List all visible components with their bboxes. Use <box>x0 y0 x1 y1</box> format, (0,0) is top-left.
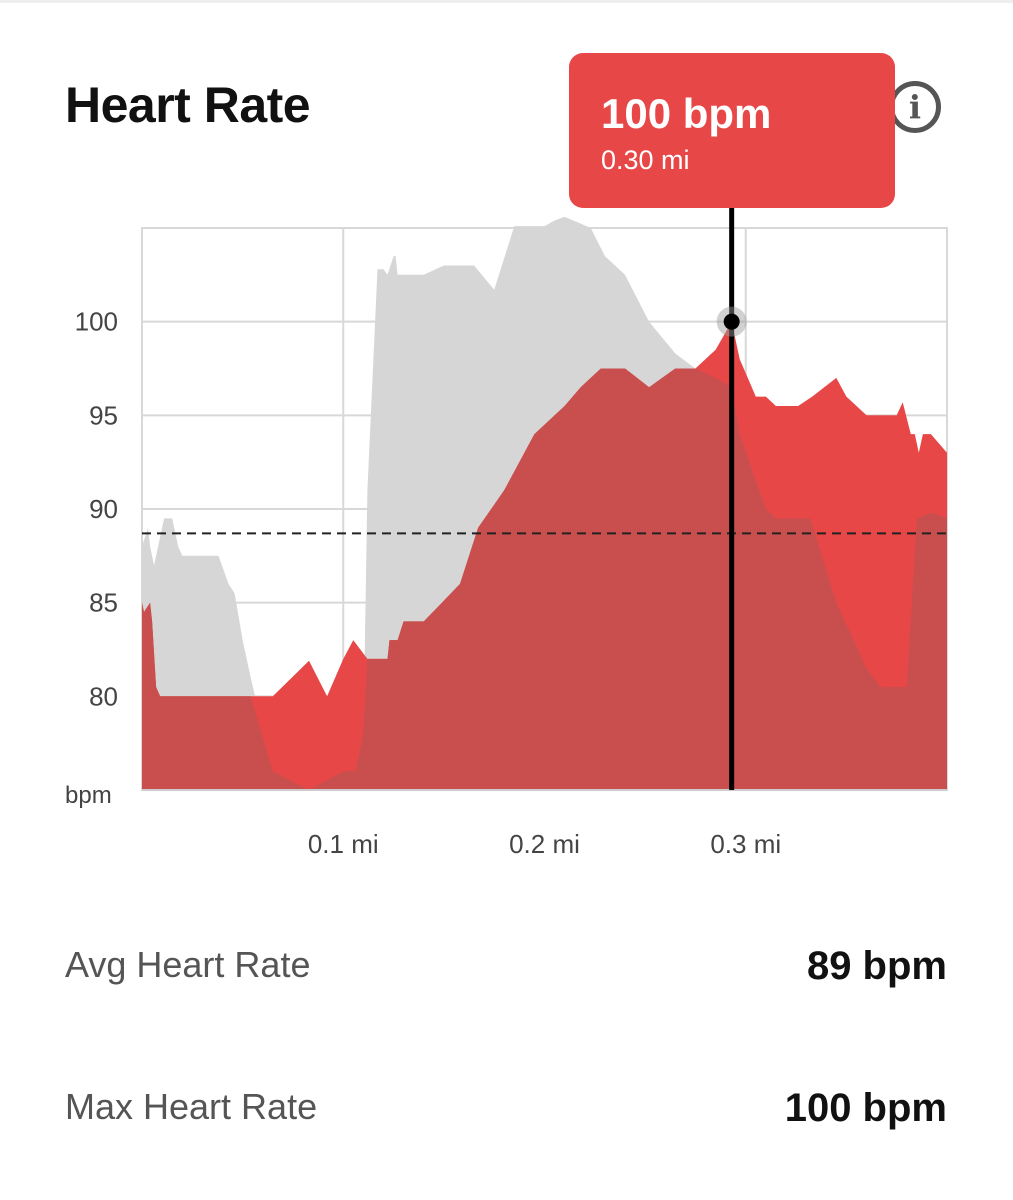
x-tick-label: 0.3 mi <box>710 829 781 859</box>
tooltip-distance: 0.30 mi <box>601 145 690 175</box>
avg-heart-rate-label: Avg Heart Rate <box>65 944 311 985</box>
x-tick-label: 0.2 mi <box>509 829 580 859</box>
selection-point[interactable] <box>723 313 740 330</box>
page-title: Heart Rate <box>65 77 311 133</box>
tooltip-value: 100 bpm <box>601 90 772 137</box>
avg-heart-rate-row: Avg Heart Rate 89 bpm <box>65 944 947 1004</box>
y-tick-label: 85 <box>89 588 118 618</box>
avg-heart-rate-value: 89 bpm <box>806 944 947 988</box>
y-tick-label: 95 <box>89 400 118 430</box>
heart-rate-chart[interactable]: 100 95 90 85 80 bpm 0.1 mi 0.2 mi 0.3 mi <box>0 0 1013 900</box>
y-axis-label: bpm <box>65 782 112 809</box>
y-tick-label: 90 <box>89 494 118 524</box>
y-axis-ticks: 100 95 90 85 80 <box>75 307 118 712</box>
max-heart-rate-label: Max Heart Rate <box>65 1086 318 1127</box>
max-heart-rate-row: Max Heart Rate 100 bpm <box>65 1086 947 1146</box>
top-divider <box>0 0 1013 3</box>
y-tick-label: 80 <box>89 681 118 711</box>
x-axis-ticks: 0.1 mi 0.2 mi 0.3 mi <box>308 829 781 859</box>
x-tick-label: 0.1 mi <box>308 829 379 859</box>
heart-rate-overlap-area <box>142 368 947 790</box>
selection-tooltip: 100 bpm 0.30 mi <box>569 53 895 208</box>
y-tick-label: 100 <box>75 307 118 337</box>
max-heart-rate-value: 100 bpm <box>784 1086 947 1130</box>
